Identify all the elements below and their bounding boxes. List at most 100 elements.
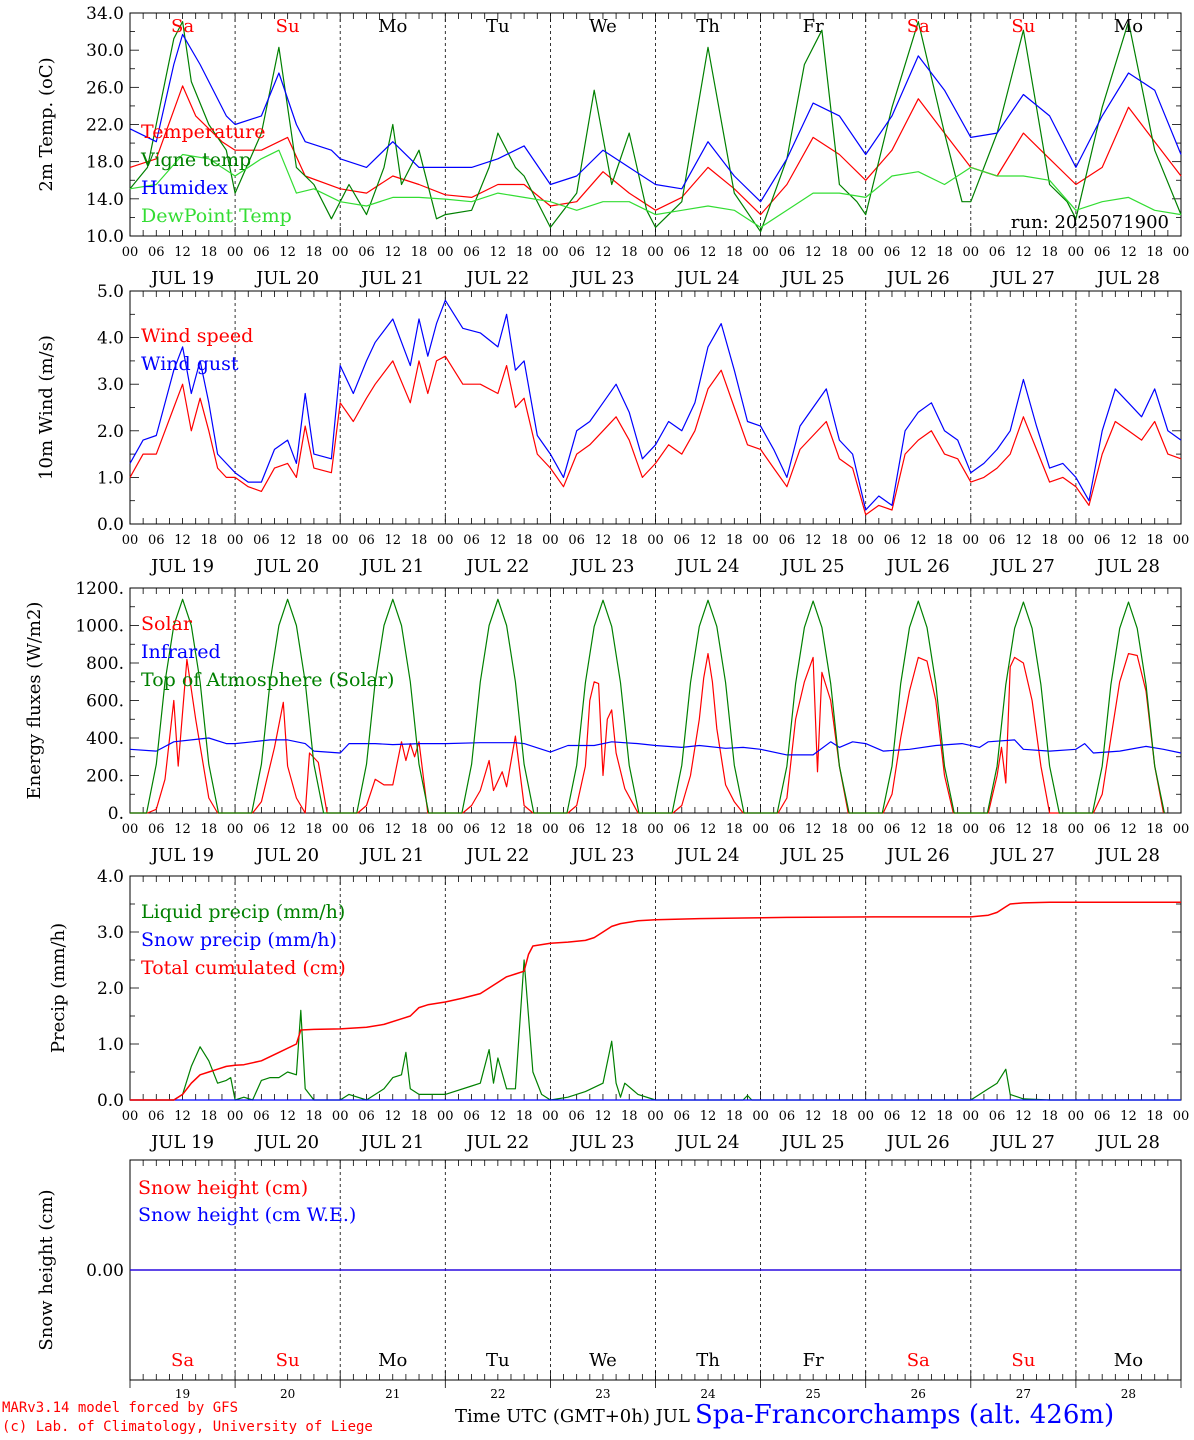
weekday-label-top: Sa <box>907 16 930 37</box>
footer: MARv3.14 model forced by GFS (c) Lab. of… <box>0 1395 1194 1440</box>
x-date-label: JUL 21 <box>359 845 424 866</box>
x-hour-label: 00 <box>332 1109 349 1124</box>
x-date-label: JUL 26 <box>885 268 950 289</box>
series-line-temperature <box>129 85 1182 216</box>
x-date-label: JUL 20 <box>254 556 319 577</box>
legend-entry: Total cumulated (cm) <box>141 957 346 979</box>
x-hour-label: 18 <box>1041 245 1058 260</box>
x-date-label: JUL 24 <box>675 1132 740 1153</box>
plot-frame <box>129 12 1182 237</box>
x-hour-label: 18 <box>621 822 638 837</box>
x-hour-label: 06 <box>253 822 270 837</box>
x-hour-label: 12 <box>910 1109 927 1124</box>
x-hour-label: 00 <box>647 1109 664 1124</box>
x-hour-label: 18 <box>306 533 323 548</box>
x-hour-label: 00 <box>332 822 349 837</box>
legend-entry: Infrared <box>141 641 221 663</box>
x-hour-label: 12 <box>1015 1109 1032 1124</box>
x-hour-label: 06 <box>1094 1109 1111 1124</box>
x-hour-label: 06 <box>253 533 270 548</box>
y-tick-label: 2.0 <box>97 422 124 442</box>
x-hour-label: 18 <box>516 1109 533 1124</box>
y-axis-label: Energy fluxes (W/m2) <box>24 602 45 800</box>
legend-entry: Humidex <box>141 177 228 199</box>
weekday-label-top: Su <box>1011 16 1035 37</box>
x-hour-label: 18 <box>411 245 428 260</box>
x-hour-label: 00 <box>542 822 559 837</box>
y-tick-label: 5.0 <box>97 282 124 302</box>
x-hour-label: 12 <box>910 533 927 548</box>
legend-entry: Liquid precip (mm/h) <box>141 901 345 923</box>
legend-entry: DewPoint Temp <box>141 205 292 227</box>
x-date-label: JUL 23 <box>569 845 634 866</box>
x-hour-label: 12 <box>805 245 822 260</box>
y-tick-label: 0.0 <box>97 515 124 535</box>
x-date-label: JUL 28 <box>1095 268 1160 289</box>
series-line-infrared <box>129 737 1182 756</box>
x-hour-label: 00 <box>857 245 874 260</box>
x-hour-label: 18 <box>936 533 953 548</box>
x-hour-label: 06 <box>148 245 165 260</box>
x-hour-label: 12 <box>174 1109 191 1124</box>
x-hour-label: 12 <box>1120 533 1137 548</box>
x-hour-label: 18 <box>726 245 743 260</box>
day-number-label: 21 <box>385 1387 400 1401</box>
x-hour-label: 00 <box>542 245 559 260</box>
x-hour-label: 18 <box>1146 245 1163 260</box>
x-hour-label: 00 <box>963 533 980 548</box>
station-name: Spa-Francorchamps (alt. 426m) <box>695 1400 1115 1430</box>
y-tick-label: 800. <box>86 654 124 674</box>
x-hour-label: 06 <box>1094 533 1111 548</box>
x-hour-label: 12 <box>1120 245 1137 260</box>
x-hour-label: 18 <box>411 822 428 837</box>
x-hour-label: 06 <box>568 533 585 548</box>
x-hour-label: 12 <box>384 245 401 260</box>
x-hour-label: 00 <box>1068 822 1085 837</box>
x-hour-label: 12 <box>1120 822 1137 837</box>
x-hour-label: 00 <box>332 533 349 548</box>
x-hour-label: 18 <box>831 822 848 837</box>
credit-model: MARv3.14 model forced by GFS <box>2 1400 239 1416</box>
x-hour-label: 06 <box>779 533 796 548</box>
x-date-label: JUL 26 <box>885 556 950 577</box>
x-hour-label: 18 <box>831 533 848 548</box>
x-hour-label: 00 <box>752 245 769 260</box>
x-hour-label: 06 <box>779 822 796 837</box>
x-hour-label: 00 <box>1068 1109 1085 1124</box>
x-hour-label: 12 <box>910 822 927 837</box>
x-hour-label: 00 <box>1068 245 1085 260</box>
x-hour-label: 06 <box>568 245 585 260</box>
x-hour-label: 00 <box>122 1109 139 1124</box>
weekday-label-bottom: Su <box>276 1350 300 1371</box>
x-hour-label: 00 <box>752 822 769 837</box>
x-hour-label: 18 <box>831 245 848 260</box>
weekday-label-top: We <box>589 16 617 37</box>
x-date-label: JUL 28 <box>1095 1132 1160 1153</box>
x-hour-label: 18 <box>936 822 953 837</box>
x-hour-label: 18 <box>1146 1109 1163 1124</box>
x-hour-label: 06 <box>463 245 480 260</box>
x-hour-label: 06 <box>779 1109 796 1124</box>
day-number-label: 20 <box>280 1387 295 1401</box>
series-line-wind-gust <box>129 299 1182 511</box>
y-axis-label: Precip (mm/h) <box>48 923 69 1053</box>
x-hour-label: 00 <box>542 1109 559 1124</box>
y-tick-label: 600. <box>86 692 124 712</box>
x-hour-label: 12 <box>595 1109 612 1124</box>
x-date-label: JUL 24 <box>675 845 740 866</box>
y-tick-label: 30.0 <box>86 41 124 61</box>
x-date-label: JUL 27 <box>990 556 1055 577</box>
x-date-label: JUL 27 <box>990 1132 1055 1153</box>
series-line-top-of-atmosphere-solar- <box>130 598 1165 814</box>
legend-entry: Top of Atmosphere (Solar) <box>141 669 394 691</box>
x-hour-label: 00 <box>963 245 980 260</box>
x-hour-label: 12 <box>279 822 296 837</box>
x-hour-label: 00 <box>752 1109 769 1124</box>
y-tick-label: 0. <box>108 804 124 824</box>
weekday-label-top: Th <box>696 16 720 37</box>
x-date-label: JUL 19 <box>149 268 214 289</box>
x-hour-label: 00 <box>122 245 139 260</box>
y-tick-label: 1200. <box>75 579 124 599</box>
panel-3: 0. 200. 400. 600. 800. 1000. 1200. Energy fluxe… <box>24 579 1189 866</box>
